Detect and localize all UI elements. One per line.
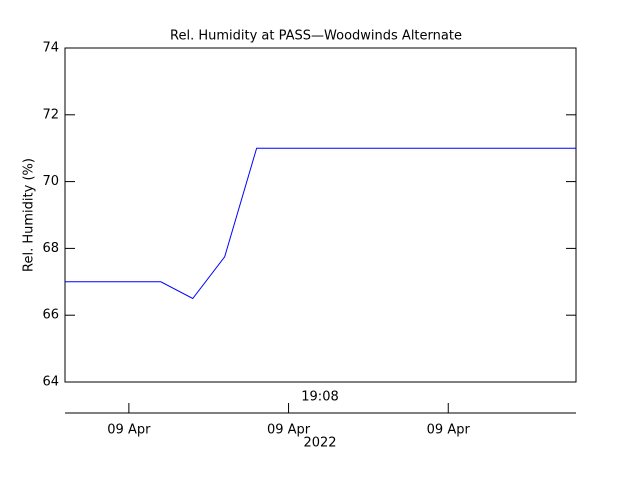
data-line	[65, 147, 576, 300]
y-tick-label: 66	[42, 308, 59, 323]
x-tick-label: 09 Apr	[107, 423, 151, 438]
y-tick-label: 70	[42, 174, 59, 189]
y-tick-label: 64	[42, 375, 59, 390]
plot-frame	[64, 47, 577, 383]
y-tick-label: 68	[42, 241, 59, 256]
y-tick-label: 74	[42, 41, 59, 56]
x-tick-label: 09 Apr	[427, 423, 471, 438]
x-tick-label: 09 Apr	[267, 423, 311, 438]
y-axis-label: Rel. Humidity (%)	[22, 158, 37, 272]
x-axis-label: 19:08	[301, 390, 338, 405]
y-tick-label: 72	[42, 107, 59, 122]
chart-title: Rel. Humidity at PASS—Woodwinds Alternat…	[170, 29, 462, 44]
x-axis-year: 2022	[303, 436, 336, 451]
